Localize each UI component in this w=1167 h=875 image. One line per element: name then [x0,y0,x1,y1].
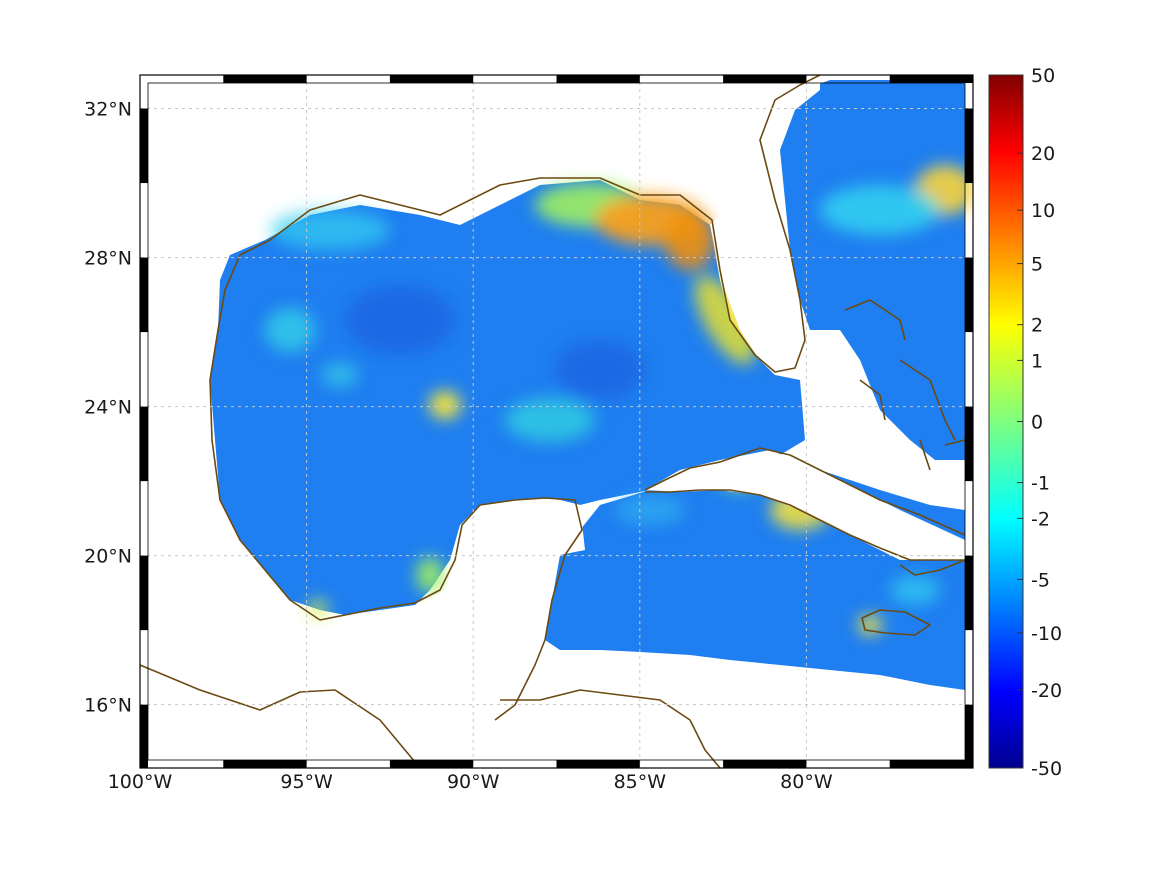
frame-seg-bottom-1 [223,760,307,768]
lat-label-1: 28°N [84,248,132,270]
frame-seg-left-3 [140,257,148,333]
frame-seg-bottom-5 [556,760,640,768]
frame-seg-bottom-7 [723,760,807,768]
coastlines [140,75,966,768]
frame-seg-top-9 [889,75,973,83]
central-america-coast [500,689,721,768]
land-masks [140,75,965,768]
jamaica-coast [861,609,931,636]
colorbar-label-10: -10 [1031,623,1062,645]
bahamas-coast [844,299,956,471]
yucatan-land [140,498,585,768]
frame-seg-left-9 [140,704,148,768]
colorbar-label-5: 1 [1031,350,1043,372]
map-frame [139,74,974,769]
colorbar-label-7: -1 [1031,473,1050,495]
lon-label-3: 85°W [614,771,667,793]
colorbar-label-1: 20 [1031,143,1055,165]
frame-seg-right-7 [965,555,973,631]
colorbar-label-3: 5 [1031,254,1043,276]
frame-seg-left-1 [140,108,148,184]
hispaniola-coast [899,439,966,576]
colorbar-label-8: -2 [1031,508,1050,530]
frame-seg-left-5 [140,406,148,482]
colorbar-label-9: -5 [1031,569,1050,591]
lat-label-0: 32°N [84,99,132,121]
frame-seg-left-7 [140,555,148,631]
lat-label-4: 16°N [84,695,132,717]
frame-seg-top-3 [389,75,474,83]
gulf-coast [140,75,821,768]
lon-label-2: 90°W [447,771,500,793]
lon-label-0: 100°W [108,771,173,793]
cuba-coast [644,447,966,561]
lon-label-1: 95°W [280,771,333,793]
lon-tick-labels: 100°W 95°W 90°W 85°W 80°W [108,771,833,793]
yucatan-coast [319,497,583,721]
frame-seg-right-3 [965,257,973,333]
frame-seg-top-7 [723,75,807,83]
frame-seg-right-1 [965,108,973,184]
lon-label-4: 80°W [780,771,833,793]
frame-seg-right-9 [965,704,973,768]
frame-seg-top-1 [223,75,307,83]
colorbar-label-11: -20 [1031,680,1062,702]
colorbar-label-4: 2 [1031,315,1043,337]
frame-seg-bottom-3 [389,760,474,768]
cuba-land [645,450,965,560]
frame-seg-top-5 [556,75,640,83]
colorbar-label-0: 50 [1031,65,1055,87]
frame-seg-bottom-9 [889,760,973,768]
florida-land [710,75,820,375]
colorbar-label-12: -50 [1031,758,1062,780]
frame-seg-right-5 [965,406,973,482]
lat-label-3: 20°N [84,546,132,568]
colorbar-label-2: 10 [1031,200,1055,222]
lat-label-2: 24°N [84,397,132,419]
colorbar-label-6: 0 [1031,412,1043,434]
map-grid [139,75,973,768]
lat-tick-labels: 32°N 28°N 24°N 20°N 16°N [84,99,132,717]
ocean-field [210,80,973,690]
